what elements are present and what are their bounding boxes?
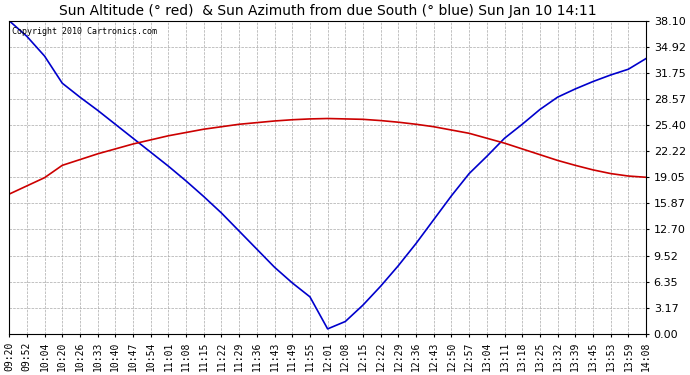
Text: Copyright 2010 Cartronics.com: Copyright 2010 Cartronics.com <box>12 27 157 36</box>
Title: Sun Altitude (° red)  & Sun Azimuth from due South (° blue) Sun Jan 10 14:11: Sun Altitude (° red) & Sun Azimuth from … <box>59 4 596 18</box>
